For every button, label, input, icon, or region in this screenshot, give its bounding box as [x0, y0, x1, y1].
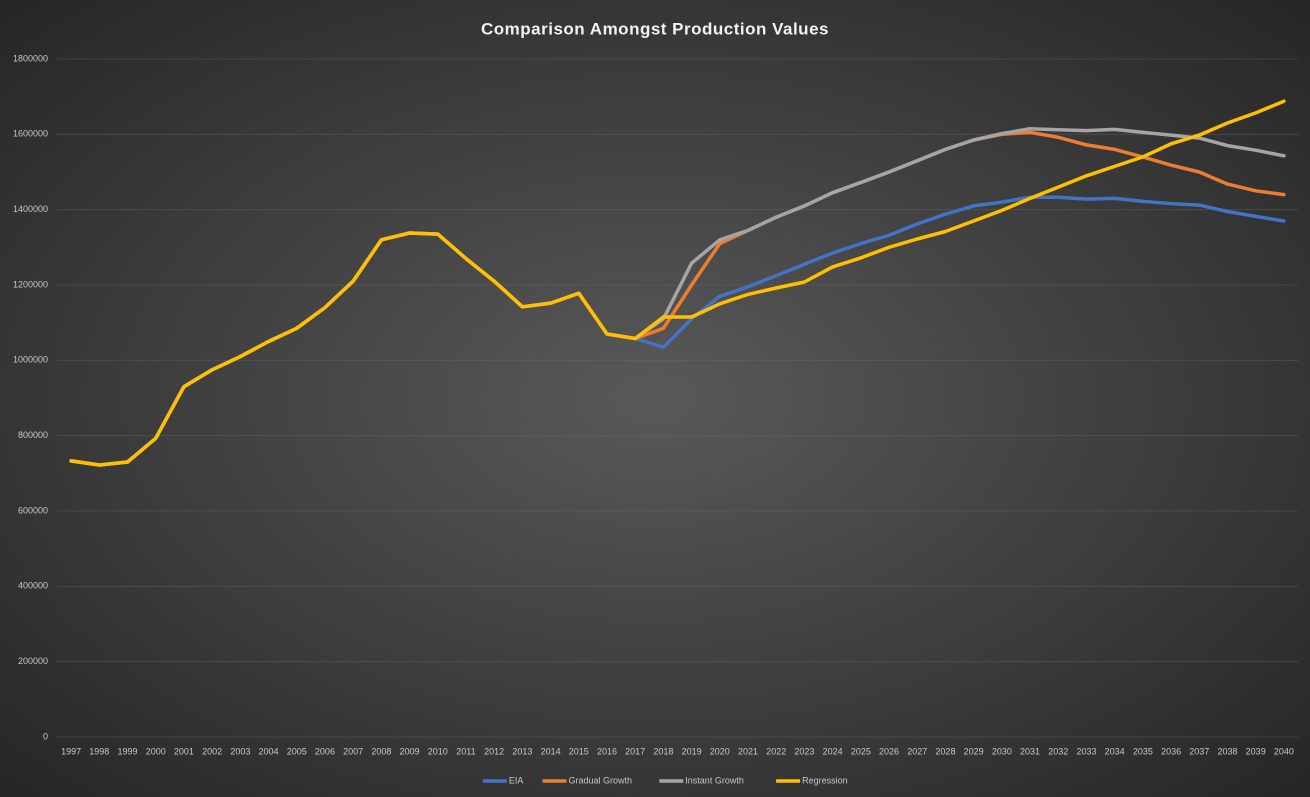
x-tick-label: 2025	[851, 746, 871, 756]
x-tick-label: 2012	[484, 746, 504, 756]
x-tick-label: 2010	[428, 746, 448, 756]
x-tick-label: 1998	[89, 746, 109, 756]
x-tick-label: 2008	[371, 746, 391, 756]
x-tick-label: 2014	[541, 746, 561, 756]
x-tick-label: 2001	[174, 746, 194, 756]
legend-label: Gradual Growth	[569, 775, 633, 785]
x-tick-label: 2023	[794, 746, 814, 756]
x-tick-label: 2028	[935, 746, 955, 756]
x-tick-label: 2040	[1274, 746, 1294, 756]
x-tick-label: 2020	[710, 746, 730, 756]
x-tick-label: 2016	[597, 746, 617, 756]
x-tick-label: 2039	[1246, 746, 1266, 756]
y-tick-label: 800000	[18, 430, 48, 440]
x-tick-label: 2024	[823, 746, 843, 756]
x-tick-label: 2029	[964, 746, 984, 756]
x-tick-label: 2011	[456, 746, 475, 756]
y-tick-label: 0	[43, 731, 48, 741]
x-tick-label: 2036	[1161, 746, 1181, 756]
x-tick-label: 2022	[766, 746, 786, 756]
x-tick-label: 2038	[1217, 746, 1237, 756]
x-tick-label: 1997	[61, 746, 81, 756]
x-tick-label: 2009	[400, 746, 420, 756]
x-tick-label: 2034	[1105, 746, 1125, 756]
x-tick-label: 2031	[1020, 746, 1040, 756]
y-tick-label: 1800000	[13, 53, 48, 63]
x-tick-label: 2035	[1133, 746, 1153, 756]
series-line	[69, 99, 1286, 467]
y-tick-label: 400000	[18, 581, 48, 591]
x-tick-label: 2015	[569, 746, 589, 756]
legend-label: Instant Growth	[685, 775, 744, 785]
x-tick-label: 2013	[512, 746, 532, 756]
x-tick-label: 2003	[230, 746, 250, 756]
y-tick-label: 600000	[18, 505, 48, 515]
x-tick-label: 2018	[653, 746, 673, 756]
x-tick-label: 2007	[343, 746, 363, 756]
x-tick-label: 2002	[202, 746, 222, 756]
x-tick-label: 1999	[117, 746, 137, 756]
y-tick-label: 1000000	[13, 355, 48, 365]
y-tick-label: 200000	[18, 656, 48, 666]
y-tick-label: 1400000	[13, 204, 48, 214]
y-tick-label: 1200000	[13, 279, 48, 289]
legend-label: EIA	[509, 775, 524, 785]
x-tick-label: 2000	[146, 746, 166, 756]
y-tick-label: 1600000	[13, 129, 48, 139]
x-tick-label: 2021	[738, 746, 758, 756]
chart-title: Comparison Amongst Production Values	[481, 19, 829, 38]
x-tick-label: 2030	[992, 746, 1012, 756]
x-tick-label: 2005	[287, 746, 307, 756]
x-tick-label: 2004	[259, 746, 279, 756]
x-tick-label: 2017	[625, 746, 645, 756]
x-tick-label: 2006	[315, 746, 335, 756]
legend-label: Regression	[802, 775, 848, 785]
x-tick-label: 2032	[1048, 746, 1068, 756]
x-tick-label: 2027	[907, 746, 927, 756]
x-tick-label: 2033	[1076, 746, 1096, 756]
x-tick-label: 2026	[879, 746, 899, 756]
x-tick-label: 2037	[1189, 746, 1209, 756]
x-tick-label: 2019	[682, 746, 702, 756]
